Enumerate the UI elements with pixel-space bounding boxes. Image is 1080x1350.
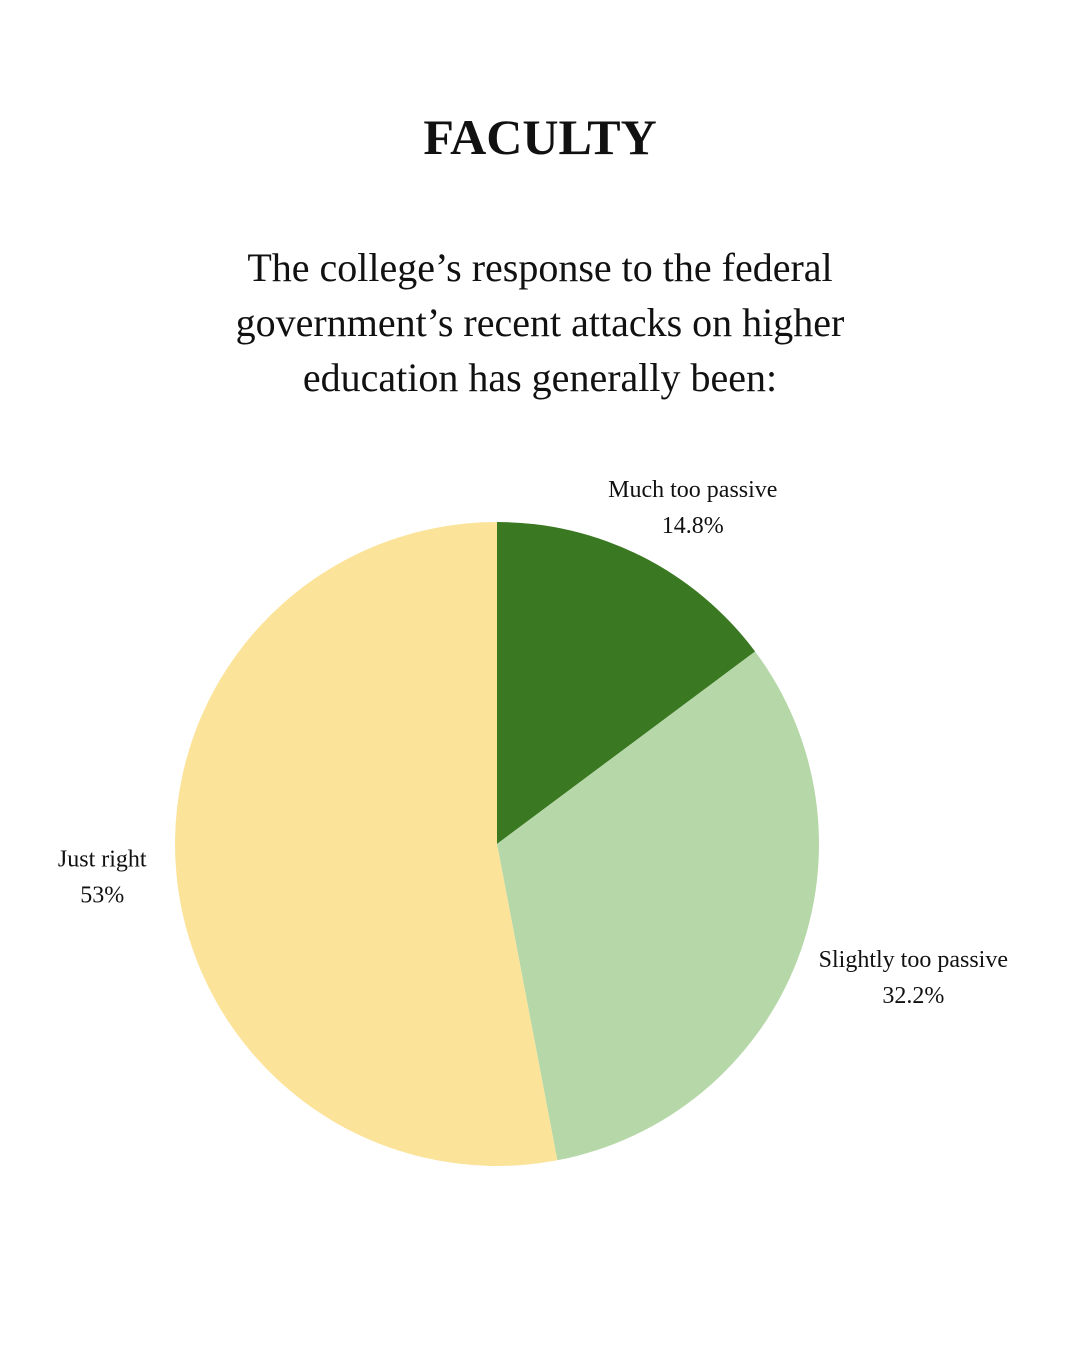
slice-label: Just right <box>58 847 147 873</box>
slice-label: Slightly too passive <box>819 947 1008 973</box>
slice-value-label: 53% <box>80 883 124 909</box>
chart-subtitle: The college’s response to the federal go… <box>235 245 845 400</box>
slice-value-label: 14.8% <box>662 513 724 539</box>
pie-slice <box>175 522 558 1166</box>
pie-slice <box>497 651 820 1161</box>
pie-slice <box>497 522 756 844</box>
slice-value-label: 32.2% <box>882 983 944 1009</box>
chart-title: FACULTY <box>423 109 657 165</box>
slice-label: Much too passive <box>608 477 777 503</box>
